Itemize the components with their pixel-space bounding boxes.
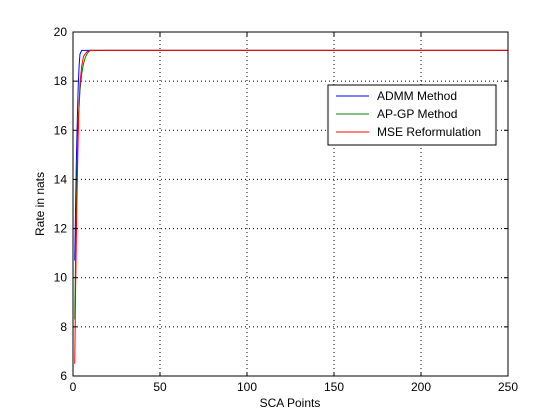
legend-label: AP-GP Method xyxy=(377,107,457,121)
series-line-2 xyxy=(74,49,508,320)
y-tick-label: 6 xyxy=(60,369,67,383)
y-tick-label: 12 xyxy=(54,222,68,236)
y-tick-labels: 6 8 10 12 14 16 18 20 xyxy=(54,25,68,383)
y-tick-label: 18 xyxy=(54,74,68,88)
x-tick-label: 50 xyxy=(153,380,167,394)
plot-frame xyxy=(72,31,509,377)
y-tick-label: 8 xyxy=(60,320,67,334)
grid-lines xyxy=(73,32,508,376)
y-axis-label: Rate in nats xyxy=(33,172,47,236)
plot-area xyxy=(73,32,508,376)
x-tick-label: 250 xyxy=(498,380,518,394)
x-tick-label: 100 xyxy=(237,380,257,394)
series-line-3 xyxy=(74,49,508,364)
y-tick-label: 20 xyxy=(54,25,68,39)
x-tick-label: 0 xyxy=(70,380,77,394)
axis-ticks xyxy=(72,31,509,377)
x-tick-label: 150 xyxy=(324,380,344,394)
legend: ADMM Method AP-GP Method MSE Reformulation xyxy=(327,84,497,146)
x-tick-label: 200 xyxy=(411,380,431,394)
legend-box xyxy=(327,84,497,146)
x-tick-labels: 0 50 100 150 200 250 xyxy=(70,380,519,394)
x-axis-label: SCA Points xyxy=(260,396,321,410)
y-tick-label: 16 xyxy=(54,123,68,137)
y-tick-label: 10 xyxy=(54,271,68,285)
y-tick-label: 14 xyxy=(54,172,68,186)
legend-label: ADMM Method xyxy=(377,89,457,103)
legend-label: MSE Reformulation xyxy=(377,125,481,139)
